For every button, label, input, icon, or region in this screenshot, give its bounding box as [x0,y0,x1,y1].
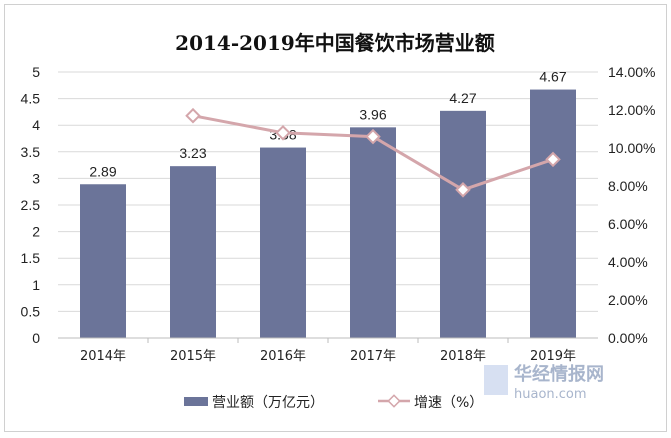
right-tick-label: 8.00% [608,178,648,194]
left-tick-label: 2 [32,224,40,240]
x-tick-label: 2018年 [440,349,486,364]
legend-label-line: 增速（%） [414,395,483,411]
bar [350,127,396,338]
x-tick-label: 2016年 [260,349,306,364]
growth-point [365,128,381,145]
gridlines [58,71,598,312]
watermark-logo [484,365,508,395]
right-tick-label: 10.00% [608,140,655,156]
watermark-brand: 华经情报网 [514,363,604,385]
left-tick-label: 0.5 [21,303,41,319]
left-tick-label: 3.5 [21,144,41,160]
watermark: 华经情报网 huaon.com [484,363,604,402]
right-tick-label: 12.00% [608,102,655,118]
legend-label-bar: 营业额（万亿元） [212,395,324,411]
growth-point [185,107,201,124]
bar [530,89,576,338]
x-tick-label: 2014年 [80,349,126,364]
left-tick-label: 1.5 [21,250,41,266]
growth-point [455,182,471,198]
bar-value-label: 4.27 [449,90,476,106]
bar-value-label: 3.23 [179,145,206,161]
left-axis-ticks: 0 0.5 1 1.5 2 2.5 3 3.5 4 4.5 5 [21,64,41,346]
bar [440,110,486,338]
x-tick-label: 2017年 [350,349,396,364]
right-tick-label: 2.00% [608,292,648,308]
left-tick-label: 4 [32,117,40,133]
right-tick-label: 14.00% [608,64,655,80]
growth-point [275,125,291,141]
right-tick-label: 6.00% [608,216,648,232]
left-tick-label: 0 [32,330,40,346]
right-tick-label: 0.00% [608,330,648,346]
left-tick-label: 3 [32,170,40,186]
right-tick-label: 4.00% [608,254,648,270]
watermark-domain: huaon.com [514,387,587,402]
left-tick-label: 1 [32,277,40,293]
bar-value-label: 4.67 [539,69,566,85]
bar [170,166,216,338]
chart-title: 2014-2019年中国餐饮市场营业额 [175,31,495,55]
x-axis-ticks: 2014年 2015年 2016年 2017年 2018年 2019年 [80,338,576,364]
right-axis-ticks: 0.00% 2.00% 4.00% 6.00% 8.00% 10.00% 12.00% 14.… [608,64,655,346]
bar-value-label: 2.89 [89,163,116,179]
bar-data-labels: 2.893.233.583.964.274.67 [89,69,566,180]
left-tick-label: 5 [32,64,40,80]
left-tick-label: 2.5 [21,197,41,213]
growth-point [545,151,561,168]
left-tick-label: 4.5 [21,91,41,107]
x-tick-label: 2019年 [530,349,576,364]
legend-swatch-marker [387,394,401,408]
bar [260,147,306,338]
x-tick-label: 2015年 [170,349,216,364]
legend-swatch-bar [184,397,208,406]
bar-value-label: 3.96 [359,106,386,122]
bar-series [80,89,576,338]
bar [80,184,126,338]
line-series [185,107,561,198]
legend: 营业额（万亿元） 增速（%） [184,394,483,411]
